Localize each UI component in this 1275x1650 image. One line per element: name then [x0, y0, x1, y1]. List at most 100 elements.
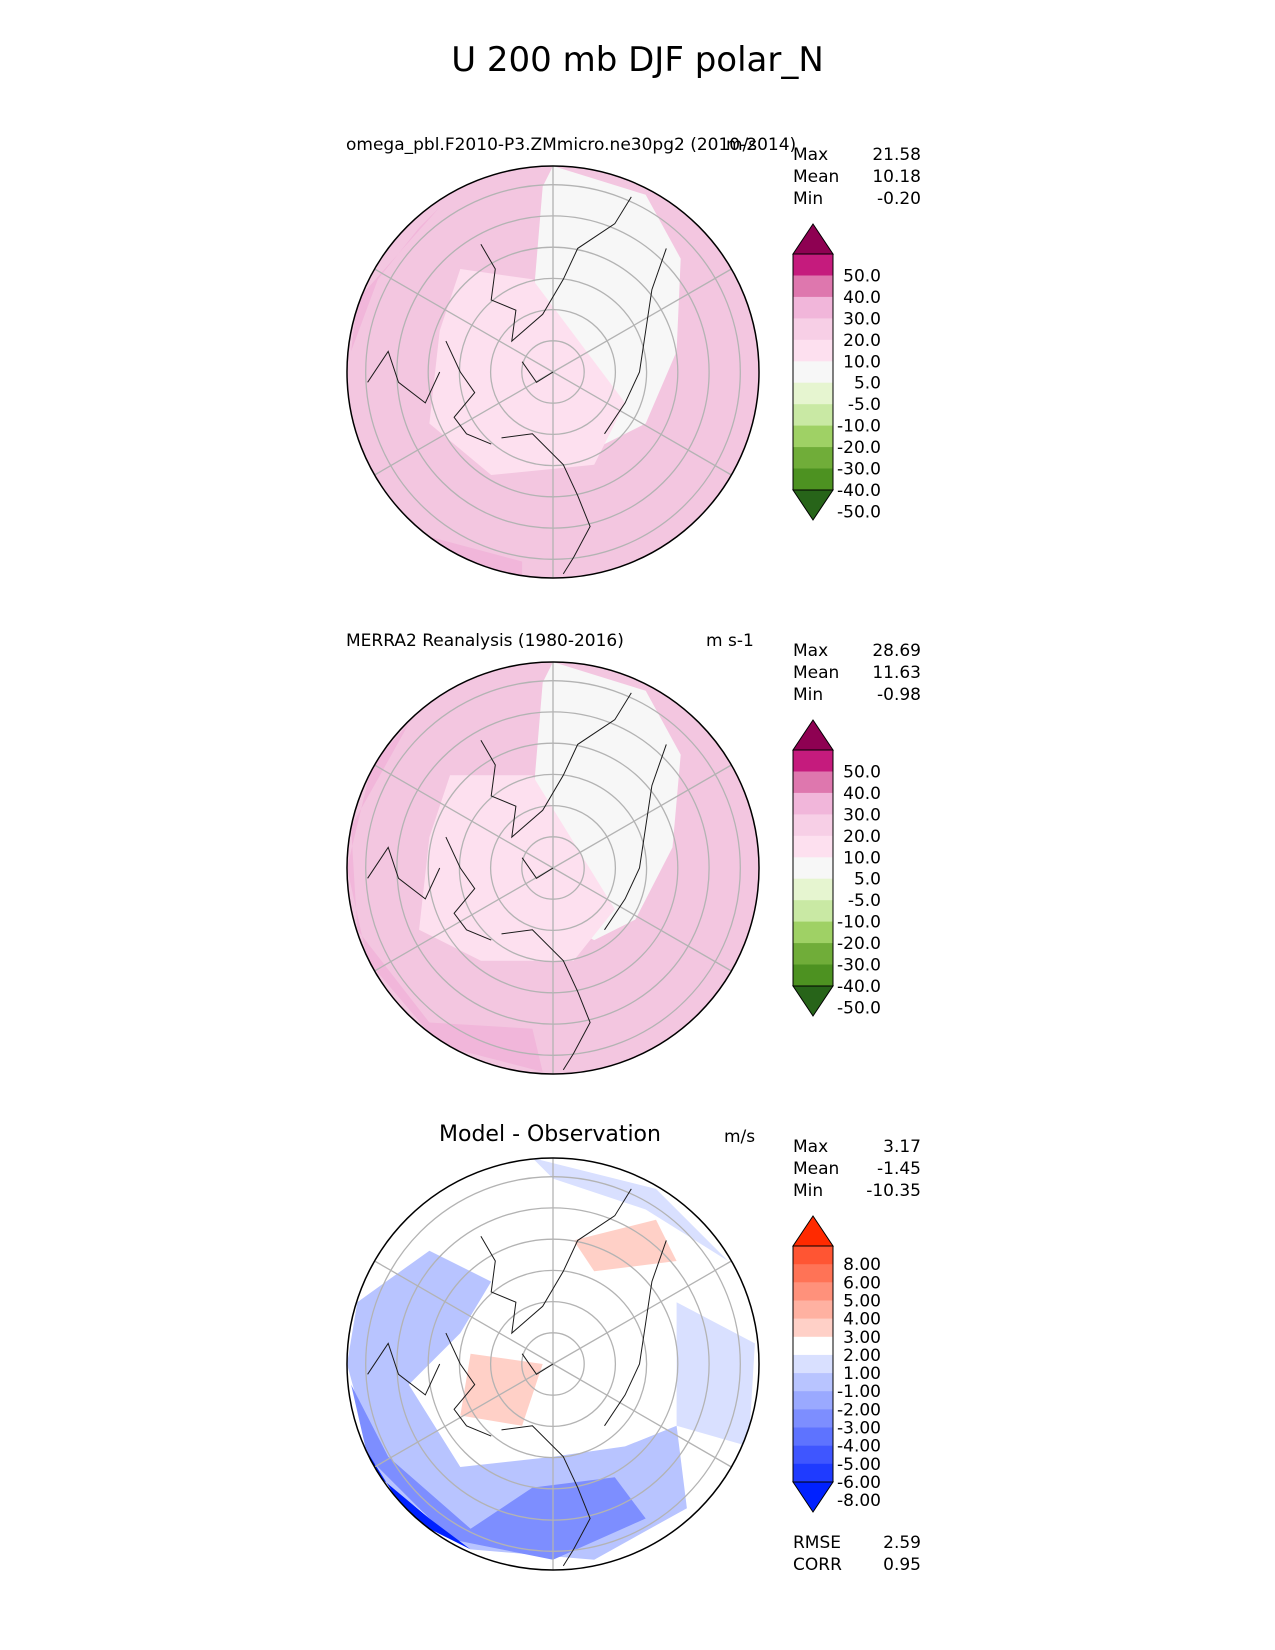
panel1-colorbar: 50.040.030.020.010.05.0-5.0-10.0-20.0-30… — [792, 223, 881, 523]
panel2-meridian-line — [374, 764, 554, 869]
panel3-field-region — [460, 1353, 543, 1426]
panel3-metric-label: RMSE — [793, 1533, 842, 1553]
panel3-colorbar-box — [793, 1282, 833, 1301]
panel3-colorbar-tick-label: 1.00 — [843, 1364, 881, 1384]
panel1-colorbar-box — [793, 275, 833, 298]
panel3-colorbar-box — [793, 1246, 833, 1265]
panel3-colorbar-box — [793, 1300, 833, 1320]
panel1-colorbar-extend-max — [792, 223, 834, 255]
panel2-colorbar-box — [793, 857, 833, 880]
panel1-colorbar-tick-label: 10.0 — [843, 352, 881, 372]
panel3-colorbar-tick-label: 4.00 — [843, 1310, 881, 1330]
panel2-stat-label: Max — [793, 641, 829, 661]
panel3-colorbar-tick-label: 2.00 — [843, 1346, 881, 1366]
panel2-colorbar-tick-label: 20.0 — [843, 827, 881, 847]
panel1-colorbar-tick-label: -20.0 — [837, 438, 881, 458]
panel1-stat-value: 21.58 — [872, 145, 921, 165]
panel1-coastline — [501, 433, 591, 575]
panel1-field-region — [429, 536, 523, 576]
panel2-field-region — [347, 723, 543, 1072]
panel3-colorbar: 8.006.005.004.003.002.001.00-1.00-2.00-3… — [792, 1215, 881, 1513]
panel1-colorbar-box — [793, 339, 833, 362]
panel2-colorbar-box — [793, 964, 833, 987]
panel1-colorbar-tick-label: 20.0 — [843, 331, 881, 351]
panel2-stat-value: 11.63 — [872, 663, 921, 683]
panel3-colorbar-tick-label: -3.00 — [837, 1419, 881, 1439]
panel1-title-left: omega_pbl.F2010-P3.ZMmicro.ne30pg2 (2010… — [346, 135, 797, 155]
panel1-colorbar-box — [793, 447, 833, 470]
panel3-map-field — [347, 1158, 759, 1570]
panel1-map-outline — [346, 165, 760, 579]
panel2-colorbar: 50.040.030.020.010.05.0-5.0-10.0-20.0-30… — [792, 719, 881, 1019]
panel1-stat-value: 10.18 — [872, 167, 921, 187]
panel1-colorbar-tick-label: 30.0 — [843, 309, 881, 329]
panel2-stats: Max 28.69 Mean 11.63 Min -0.98 — [793, 641, 921, 707]
panel3-stat-value: -1.45 — [877, 1159, 921, 1179]
panel3-colorbar-box — [793, 1427, 833, 1447]
panel3-coastline — [367, 1342, 441, 1396]
panel3-coastline — [501, 1425, 591, 1567]
panel3-colorbar-tick-label: -5.00 — [837, 1455, 881, 1475]
panel3-meridian-line — [374, 1260, 554, 1365]
panel2-stat-value: 28.69 — [872, 641, 921, 661]
panel2-colorbar-box — [793, 771, 833, 794]
panel3-stats: Max 3.17 Mean -1.45 Min -10.35 — [793, 1137, 921, 1203]
panel2-colorbar-box — [793, 835, 833, 858]
panel3-metric-value: 2.59 — [883, 1533, 921, 1553]
panel2-colorbar-tick-label: -10.0 — [837, 913, 881, 933]
panel1-meridian-line — [552, 371, 732, 476]
panel2-map-field — [347, 662, 759, 1074]
panel3-field-region — [676, 1302, 755, 1447]
panel3-colorbar-box — [793, 1354, 833, 1374]
panel2-colorbar-tick-label: -5.0 — [848, 891, 881, 911]
panel1-colorbar-tick-label: 40.0 — [843, 288, 881, 308]
panel3-title: Model - Observation — [439, 1122, 661, 1147]
panel2-units: m s-1 — [706, 631, 754, 651]
panel3-colorbar-box — [793, 1336, 833, 1356]
panel3-colorbar-box — [793, 1445, 833, 1465]
panel1-colorbar-tick-label: -50.0 — [837, 503, 881, 523]
panel2-colorbar-frame — [792, 749, 834, 987]
panel3-meridian-line — [552, 1260, 732, 1365]
panel2-colorbar-tick-label: 10.0 — [843, 848, 881, 868]
panel2-colorbar-box — [793, 900, 833, 923]
panel1-colorbar-box — [793, 254, 833, 276]
panel2-field-region — [419, 775, 615, 961]
panel3-stat-value: 3.17 — [883, 1137, 921, 1157]
panel3-coastline — [604, 1240, 667, 1427]
panel1-colorbar-box — [793, 296, 833, 319]
panel2-stat-value: -0.98 — [877, 685, 921, 705]
panel2-colorbar-tick-label: -30.0 — [837, 956, 881, 976]
figure-title: U 200 mb DJF polar_N — [451, 40, 824, 80]
panel2-colorbar-tick-label: 30.0 — [843, 805, 881, 825]
panel3-meridian-line — [552, 1363, 732, 1468]
panel2-colorbar-box — [793, 814, 833, 837]
panel1-colorbar-frame — [792, 253, 834, 491]
panel2-colorbar-box — [793, 943, 833, 966]
panel2-colorbar-tick-label: -50.0 — [837, 999, 881, 1019]
panel2-colorbar-box — [793, 878, 833, 901]
panel2-coastline — [480, 692, 632, 839]
panel3-field-region — [532, 1158, 729, 1261]
panel3-colorbar-tick-label: -8.00 — [837, 1491, 881, 1511]
panel3-metrics: RMSE 2.59 CORR 0.95 — [793, 1533, 921, 1577]
panel2-colorbar-tick-label: -40.0 — [837, 977, 881, 997]
panel2-colorbar-tick-label: -20.0 — [837, 934, 881, 954]
panel3-map-outline — [346, 1157, 760, 1571]
panel2-colorbar-box — [793, 750, 833, 772]
panel2-meridian-line — [552, 867, 732, 972]
panel2-stat-label: Mean — [793, 663, 840, 683]
panel3-colorbar-box — [793, 1264, 833, 1283]
panel1-coastline — [521, 361, 554, 383]
panel1-stats: Max 21.58 Mean 10.18 Min -0.20 — [793, 145, 921, 211]
panel3-field-region — [573, 1219, 677, 1272]
panel3-stat-label: Mean — [793, 1159, 840, 1179]
panel3-metric-value: 0.95 — [883, 1555, 921, 1575]
panel3-colorbar-tick-label: -2.00 — [837, 1400, 881, 1420]
panel1-map-field — [347, 166, 759, 578]
panel1-colorbar-tick-label: -10.0 — [837, 417, 881, 437]
panel1-coastline — [367, 350, 441, 404]
panel2-colorbar-box — [793, 921, 833, 944]
panel2-colorbar-box — [793, 792, 833, 815]
